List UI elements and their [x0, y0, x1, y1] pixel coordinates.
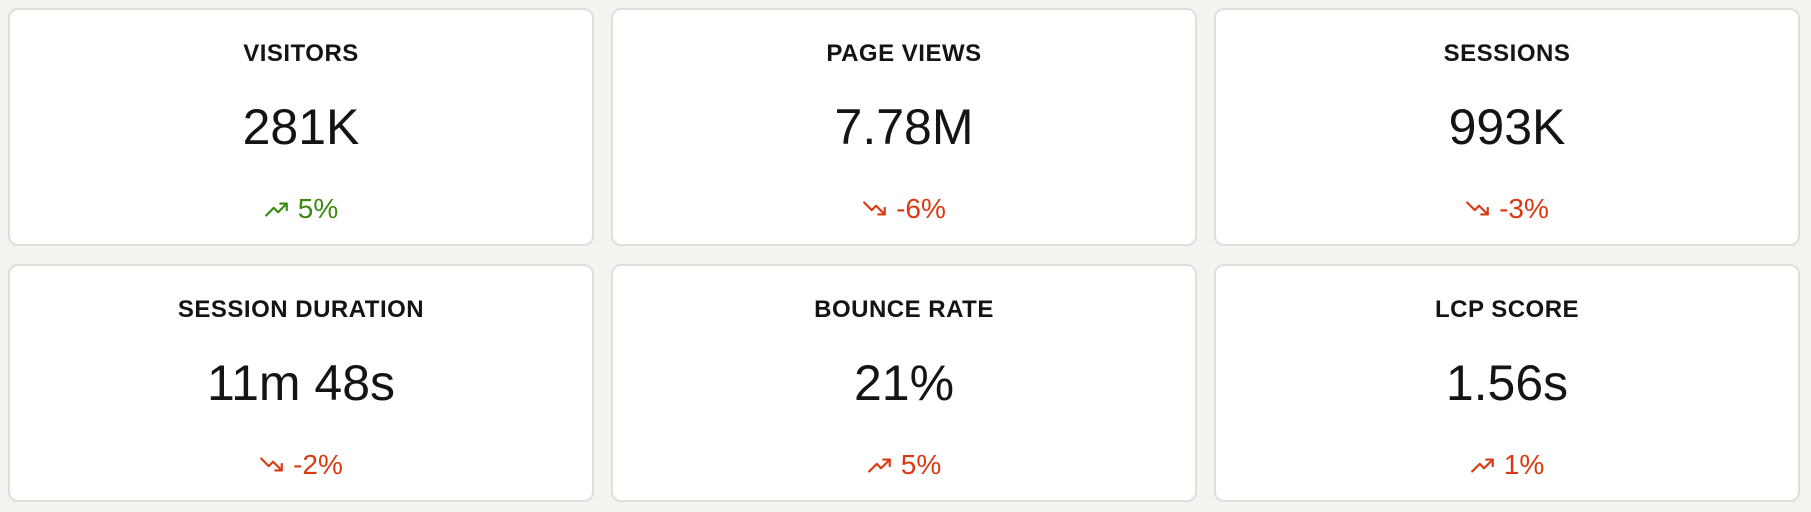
metric-card-lcp-score[interactable]: LCP SCORE 1.56s 1% [1214, 264, 1800, 502]
metric-title: SESSIONS [1443, 40, 1571, 67]
metric-value: 1.56s [1445, 355, 1569, 411]
trending-up-icon [264, 196, 290, 222]
metric-delta: 1% [1216, 449, 1798, 481]
metric-delta: -3% [1216, 193, 1798, 225]
metric-delta-value: 1% [1503, 449, 1545, 480]
metric-delta: -2% [10, 449, 592, 481]
trending-down-icon [862, 196, 888, 222]
metric-value: 993K [1448, 99, 1566, 155]
metric-card-page-views[interactable]: PAGE VIEWS 7.78M -6% [611, 8, 1197, 246]
metrics-grid: VISITORS 281K 5% PAGE VIEWS 7.78M -6% SE… [8, 8, 1800, 504]
metric-card-visitors[interactable]: VISITORS 281K 5% [8, 8, 594, 246]
metric-delta: 5% [10, 193, 592, 225]
metric-delta-value: 5% [900, 449, 942, 480]
metric-title: SESSION DURATION [177, 296, 425, 323]
trending-up-icon [1470, 452, 1496, 478]
trending-down-icon [259, 452, 285, 478]
metric-card-sessions[interactable]: SESSIONS 993K -3% [1214, 8, 1800, 246]
metric-value: 11m 48s [206, 355, 396, 411]
metric-value: 7.78M [834, 99, 974, 155]
metric-title: VISITORS [243, 40, 359, 67]
metric-title: LCP SCORE [1434, 296, 1580, 323]
metric-delta-value: -6% [896, 193, 946, 224]
metric-title: PAGE VIEWS [826, 40, 982, 67]
metric-delta: 5% [613, 449, 1195, 481]
metric-delta-value: -2% [293, 449, 343, 480]
metric-title: BOUNCE RATE [814, 296, 994, 323]
metric-card-bounce-rate[interactable]: BOUNCE RATE 21% 5% [611, 264, 1197, 502]
trending-up-icon [867, 452, 893, 478]
metric-value: 21% [853, 355, 955, 411]
metric-delta: -6% [613, 193, 1195, 225]
metric-delta-value: 5% [297, 193, 339, 224]
metric-card-session-duration[interactable]: SESSION DURATION 11m 48s -2% [8, 264, 594, 502]
metric-value: 281K [242, 99, 360, 155]
metric-delta-value: -3% [1499, 193, 1549, 224]
trending-down-icon [1465, 196, 1491, 222]
